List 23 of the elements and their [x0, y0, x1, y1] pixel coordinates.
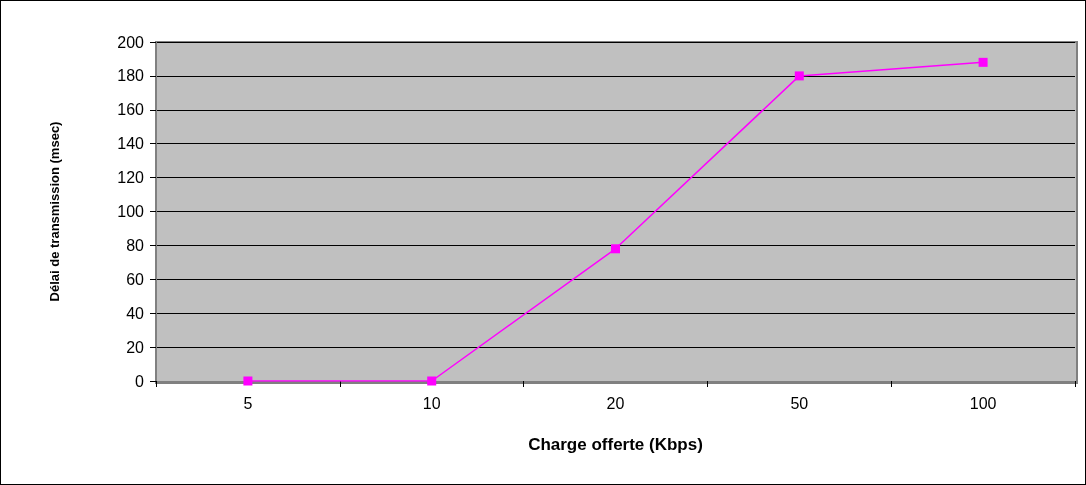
y-tick-label: 180 — [117, 67, 145, 85]
y-tick-label: 40 — [126, 304, 145, 322]
y-tick-label: 20 — [126, 338, 145, 356]
point — [427, 376, 437, 386]
y-tick-label: 80 — [126, 236, 145, 254]
y-tick-label: 120 — [117, 169, 145, 187]
y-tick-label: 140 — [117, 135, 145, 153]
x-tick-label: 20 — [606, 394, 625, 412]
point — [243, 376, 253, 386]
x-tick-label: 5 — [243, 394, 253, 412]
y-tick-label: 160 — [117, 101, 145, 119]
y-tick-label: 100 — [117, 203, 145, 220]
x-tick-label: 100 — [969, 394, 997, 412]
point — [611, 244, 620, 254]
x-tick-label: 10 — [422, 394, 441, 412]
y-tick-label: 0 — [135, 372, 145, 390]
x-axis-title: Charge offerte (Kbps) — [528, 435, 703, 454]
y-tick-label: 200 — [117, 33, 145, 51]
y-tick-label: 60 — [126, 270, 145, 288]
x-tick-label: 50 — [790, 394, 809, 412]
y-axis-title: Délai de transmission (msec) — [47, 121, 62, 302]
point — [978, 57, 988, 67]
point — [794, 71, 804, 81]
